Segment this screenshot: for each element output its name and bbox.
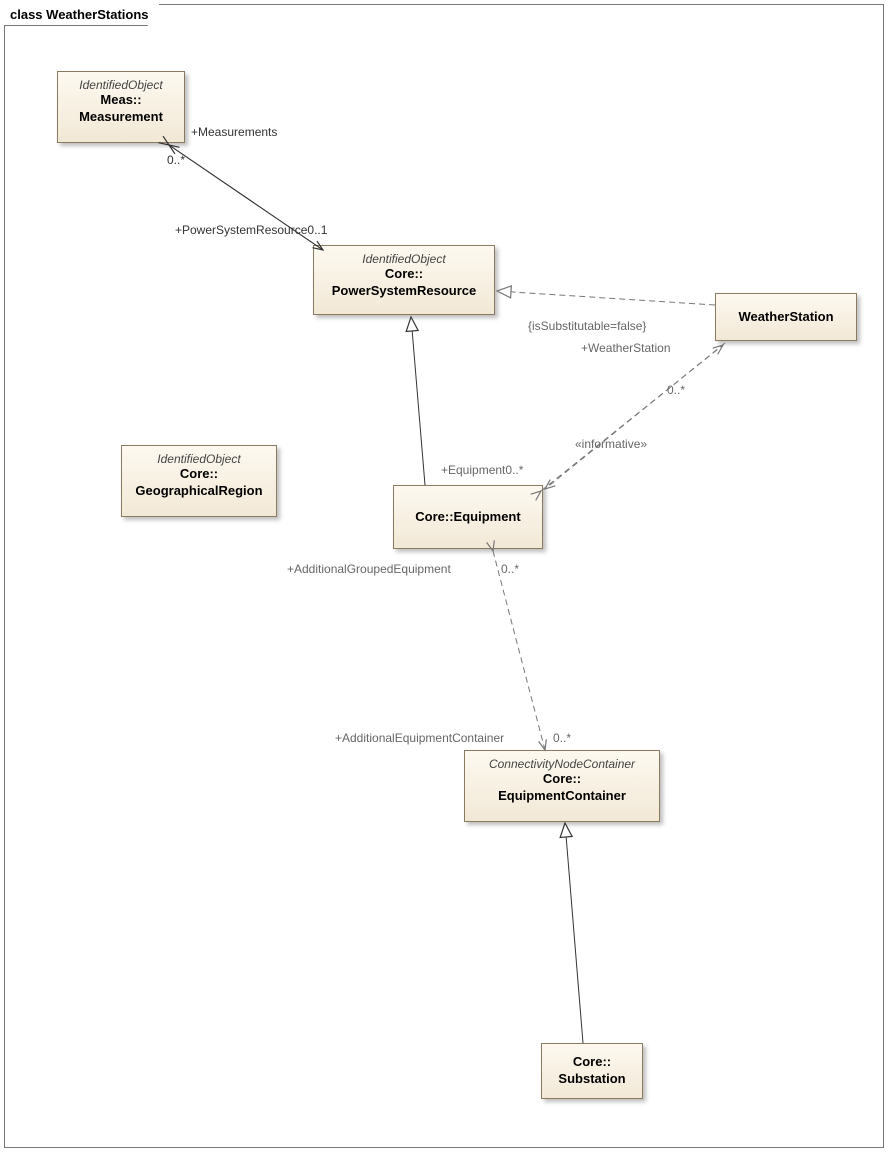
class-name: Core:: GeographicalRegion <box>130 466 268 500</box>
class-name: WeatherStation <box>738 309 833 326</box>
stereotype: ConnectivityNodeContainer <box>473 757 651 771</box>
class-name: Core:: Substation <box>558 1054 625 1088</box>
stereotype: IdentifiedObject <box>66 78 176 92</box>
label-addcontainer: +AdditionalEquipmentContainer <box>335 731 504 745</box>
frame-title-tab: class WeatherStations <box>4 4 160 26</box>
class-equipment: Core::Equipment <box>393 485 543 549</box>
label-issub: {isSubstitutable=false} <box>528 319 646 333</box>
edge-weather-realize-psr <box>497 291 715 305</box>
class-weatherstation: WeatherStation <box>715 293 857 341</box>
stereotype: IdentifiedObject <box>322 252 486 266</box>
label-equipment-role: +Equipment0..* <box>441 463 523 477</box>
label-psr-role: +PowerSystemResource0..1 <box>175 223 327 237</box>
class-powersystemresource: IdentifiedObject Core:: PowerSystemResou… <box>313 245 495 315</box>
diagram-frame: class WeatherStations IdentifiedObject M… <box>4 4 884 1148</box>
stereotype: IdentifiedObject <box>130 452 268 466</box>
label-informative: «informative» <box>575 437 647 451</box>
label-meas-mult: 0..* <box>167 153 185 167</box>
class-measurement: IdentifiedObject Meas:: Measurement <box>57 71 185 143</box>
edge-equipment-container <box>493 551 545 750</box>
class-equipmentcontainer: ConnectivityNodeContainer Core:: Equipme… <box>464 750 660 822</box>
label-weather-mult: 0..* <box>667 383 685 397</box>
label-addgroup-mult: 0..* <box>501 562 519 576</box>
connectors-svg <box>5 5 883 1147</box>
class-name: Core::Equipment <box>415 509 520 526</box>
class-substation: Core:: Substation <box>541 1043 643 1099</box>
edge-equipment-gen-psr <box>411 317 425 485</box>
label-measurements: +Measurements <box>191 125 277 139</box>
class-name: Meas:: Measurement <box>66 92 176 126</box>
label-weatherstation-role: +WeatherStation <box>581 341 671 355</box>
frame-name: WeatherStations <box>46 7 148 22</box>
class-name: Core:: PowerSystemResource <box>322 266 486 300</box>
class-name: Core:: EquipmentContainer <box>473 771 651 805</box>
class-geographicalregion: IdentifiedObject Core:: GeographicalRegi… <box>121 445 277 517</box>
edge-weather-equipment <box>545 343 725 489</box>
label-addgroup: +AdditionalGroupedEquipment <box>287 562 451 576</box>
frame-keyword: class <box>10 7 43 22</box>
edge-substation-gen-container <box>565 823 583 1043</box>
label-addcontainer-mult: 0..* <box>553 731 571 745</box>
